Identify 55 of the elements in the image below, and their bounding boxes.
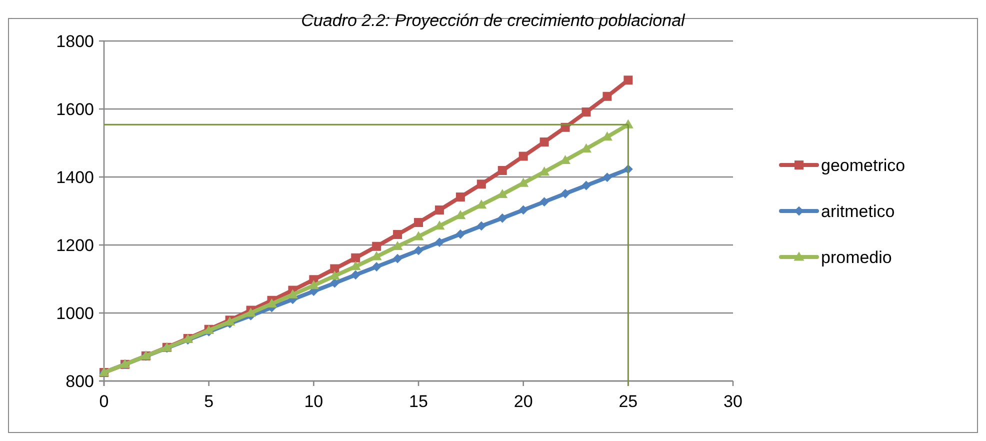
point <box>414 232 424 240</box>
point <box>518 152 528 161</box>
point <box>414 218 423 228</box>
point <box>456 210 466 220</box>
point <box>393 254 402 264</box>
x-tick-label: 0 <box>99 392 109 411</box>
point <box>350 262 360 270</box>
legend-label: promedio <box>821 248 892 267</box>
point <box>351 253 360 262</box>
point <box>246 308 256 317</box>
point <box>330 264 340 274</box>
point <box>498 166 507 176</box>
point <box>476 200 486 209</box>
point <box>351 270 360 280</box>
point <box>372 262 382 272</box>
point <box>434 205 444 214</box>
chart-title: Cuadro 2.2: Proyección de crecimiento poblacional <box>301 11 686 30</box>
point <box>498 214 507 223</box>
y-tick-label: 1000 <box>56 304 94 323</box>
x-tick-label: 10 <box>304 392 324 411</box>
point <box>308 280 319 290</box>
legend-label: aritmetico <box>821 202 895 221</box>
point <box>582 108 591 117</box>
point <box>456 192 465 202</box>
point <box>456 230 465 239</box>
point <box>434 221 444 230</box>
y-tick-label: 1800 <box>56 32 94 51</box>
point <box>540 197 549 206</box>
point <box>288 290 298 298</box>
x-tick-label: 25 <box>618 392 638 411</box>
point <box>476 221 486 230</box>
y-tick-label: 800 <box>66 372 94 391</box>
y-tick-label: 1400 <box>56 168 94 187</box>
point <box>476 180 486 189</box>
point <box>602 172 612 182</box>
x-tick-label: 20 <box>514 392 533 411</box>
point <box>602 92 612 101</box>
legend-label: geometrico <box>821 156 906 175</box>
point <box>414 246 423 255</box>
y-tick-label: 1200 <box>56 236 94 255</box>
point <box>518 205 528 214</box>
point <box>330 278 340 288</box>
point <box>540 137 549 146</box>
x-tick-label: 15 <box>409 392 428 411</box>
point <box>624 76 633 85</box>
point <box>372 242 382 251</box>
point <box>560 189 570 198</box>
y-tick-label: 1600 <box>56 100 94 119</box>
point <box>582 181 591 190</box>
point <box>372 252 382 260</box>
x-tick-label: 5 <box>204 392 214 411</box>
point <box>434 238 444 247</box>
point <box>393 230 402 239</box>
point <box>330 271 340 280</box>
x-tick-label: 30 <box>724 392 742 411</box>
